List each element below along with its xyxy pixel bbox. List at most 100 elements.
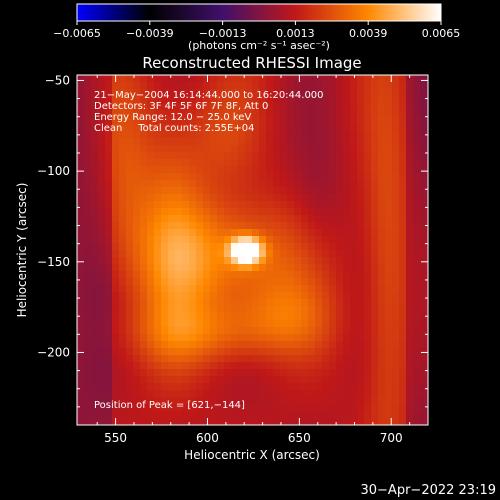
heatmap-cell <box>322 173 330 181</box>
heatmap-cell <box>133 292 141 300</box>
heatmap-cell <box>301 117 309 125</box>
heatmap-cell <box>238 96 246 104</box>
heatmap-cell <box>266 390 274 398</box>
heatmap-cell <box>308 313 316 321</box>
heatmap-cell <box>140 194 148 202</box>
heatmap-cell <box>210 236 218 244</box>
heatmap-cell <box>308 208 316 216</box>
heatmap-cell <box>392 124 400 132</box>
heatmap-image <box>77 75 428 425</box>
heatmap-cell <box>91 124 99 132</box>
heatmap-cell <box>392 362 400 370</box>
heatmap-cell <box>119 243 127 251</box>
heatmap-cell <box>266 89 274 97</box>
heatmap-cell <box>224 327 232 335</box>
heatmap-cell <box>308 264 316 272</box>
x-axis-label: Heliocentric X (arcsec) <box>184 448 320 462</box>
heatmap-cell <box>161 173 169 181</box>
heatmap-cell <box>420 299 428 307</box>
heatmap-cell <box>385 250 393 258</box>
heatmap-cell <box>168 166 176 174</box>
heatmap-cell <box>315 208 323 216</box>
y-tick-label: −50 <box>45 73 70 87</box>
heatmap-cell <box>343 159 351 167</box>
heatmap-cell <box>119 334 127 342</box>
heatmap-cell <box>126 117 134 125</box>
heatmap-cell <box>273 131 281 139</box>
heatmap-cell <box>364 278 372 286</box>
heatmap-cell <box>259 166 267 174</box>
heatmap-cell <box>203 411 211 419</box>
heatmap-cell <box>245 152 253 160</box>
heatmap-cell <box>294 131 302 139</box>
heatmap-cell <box>238 145 246 153</box>
heatmap-cell <box>371 201 379 209</box>
heatmap-cell <box>196 257 204 265</box>
heatmap-cell <box>154 75 162 83</box>
heatmap-cell <box>357 103 365 111</box>
heatmap-cell <box>420 320 428 328</box>
heatmap-cell <box>175 201 183 209</box>
heatmap-cell <box>168 229 176 237</box>
heatmap-cell <box>259 103 267 111</box>
heatmap-cell <box>133 390 141 398</box>
heatmap-cell <box>119 215 127 223</box>
heatmap-cell <box>364 362 372 370</box>
heatmap-cell <box>259 320 267 328</box>
heatmap-cell <box>196 215 204 223</box>
heatmap-cell <box>105 159 113 167</box>
heatmap-cell <box>280 348 288 356</box>
heatmap-cell <box>112 187 120 195</box>
heatmap-cell <box>217 355 225 363</box>
heatmap-cell <box>336 110 344 118</box>
heatmap-cell <box>196 404 204 412</box>
heatmap-cell <box>161 278 169 286</box>
heatmap-cell <box>245 313 253 321</box>
heatmap-cell <box>231 75 239 83</box>
heatmap-cell <box>392 376 400 384</box>
heatmap-cell <box>259 355 267 363</box>
heatmap-cell <box>217 208 225 216</box>
heatmap-cell <box>147 194 155 202</box>
heatmap-cell <box>308 103 316 111</box>
heatmap-cell <box>413 208 421 216</box>
heatmap-cell <box>91 131 99 139</box>
heatmap-cell <box>168 355 176 363</box>
heatmap-cell <box>224 271 232 279</box>
heatmap-cell <box>413 306 421 314</box>
heatmap-cell <box>399 159 407 167</box>
heatmap-cell <box>175 348 183 356</box>
heatmap-cell <box>84 383 92 391</box>
heatmap-cell <box>161 250 169 258</box>
heatmap-cell <box>329 292 337 300</box>
heatmap-cell <box>140 117 148 125</box>
heatmap-cell <box>126 313 134 321</box>
heatmap-cell <box>336 250 344 258</box>
heatmap-cell <box>406 131 414 139</box>
heatmap-cell <box>154 110 162 118</box>
heatmap-cell <box>336 285 344 293</box>
heatmap-cell <box>420 250 428 258</box>
heatmap-cell <box>126 320 134 328</box>
heatmap-cell <box>245 299 253 307</box>
heatmap-cell <box>350 383 358 391</box>
heatmap-cell <box>154 243 162 251</box>
heatmap-cell <box>385 327 393 335</box>
heatmap-cell <box>392 166 400 174</box>
heatmap-cell <box>336 362 344 370</box>
heatmap-cell <box>287 138 295 146</box>
heatmap-cell <box>385 159 393 167</box>
heatmap-cell <box>238 411 246 419</box>
heatmap-cell <box>329 299 337 307</box>
heatmap-cell <box>301 369 309 377</box>
heatmap-cell <box>133 117 141 125</box>
heatmap-cell <box>224 320 232 328</box>
heatmap-cell <box>266 96 274 104</box>
heatmap-cell <box>217 166 225 174</box>
heatmap-cell <box>126 418 134 425</box>
heatmap-cell <box>203 313 211 321</box>
heatmap-cell <box>322 103 330 111</box>
heatmap-cell <box>364 306 372 314</box>
heatmap-cell <box>98 404 106 412</box>
heatmap-cell <box>84 138 92 146</box>
